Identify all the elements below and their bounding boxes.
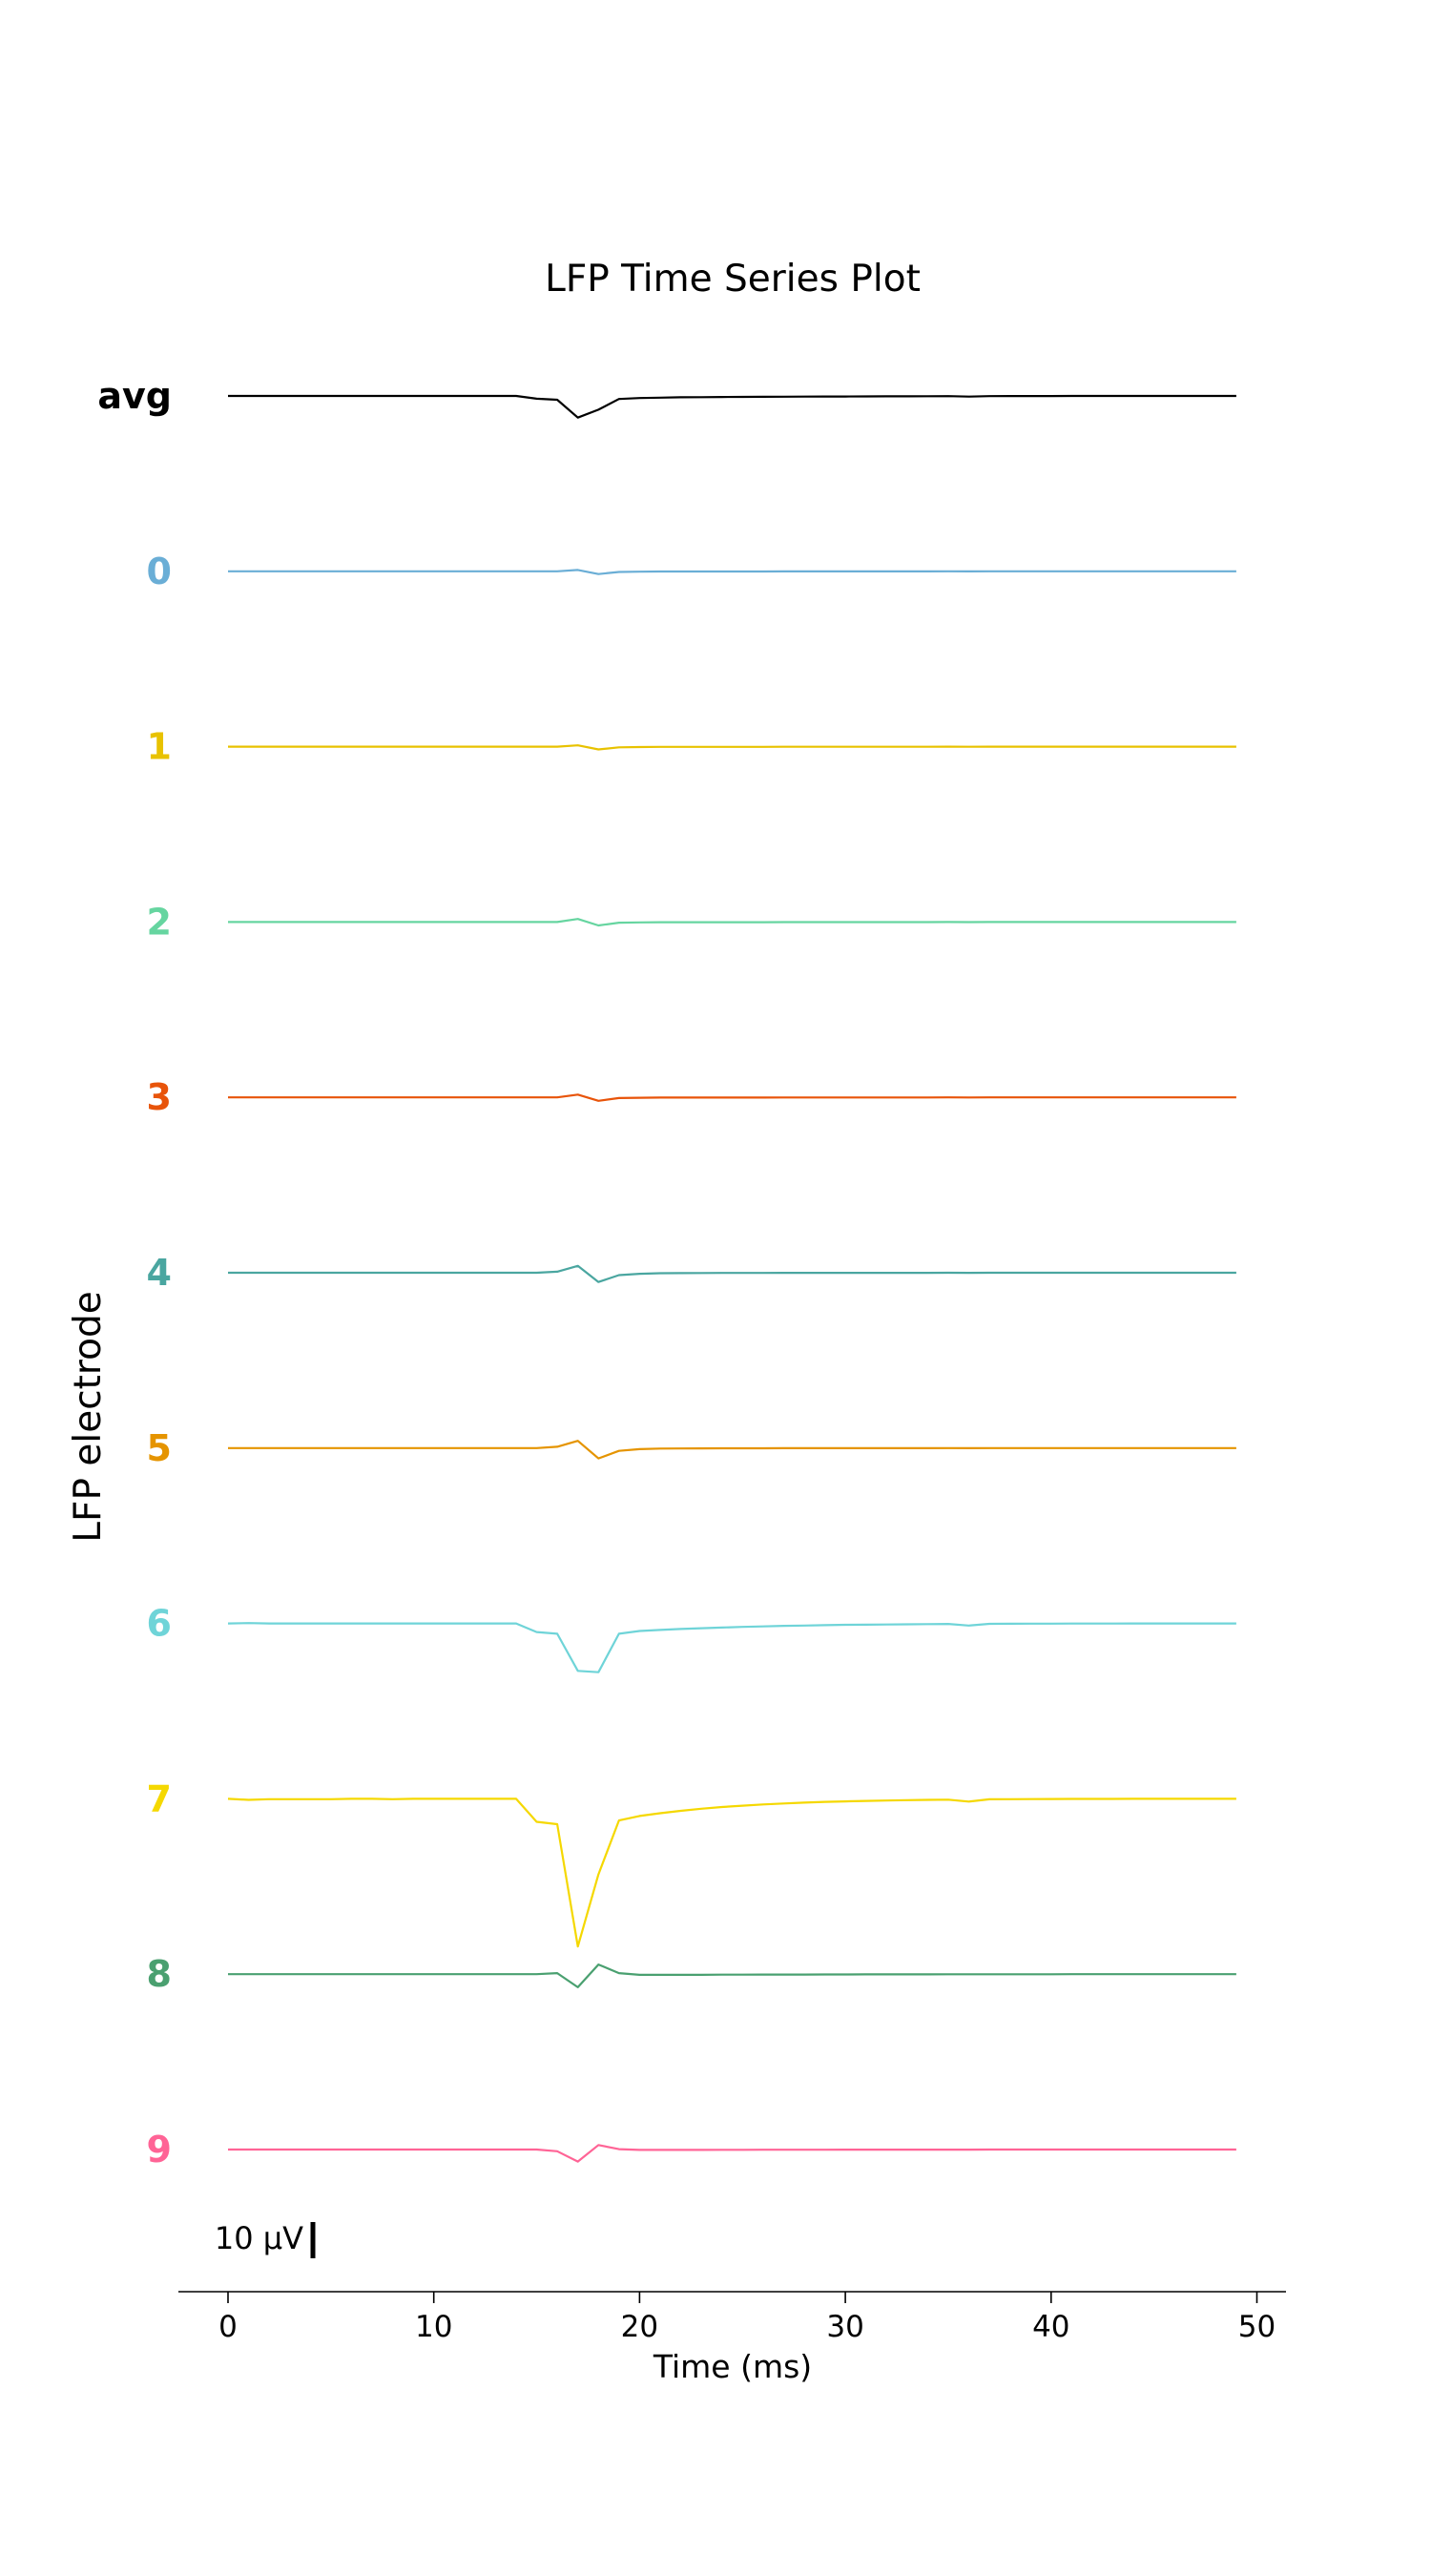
trace-line-0 [228,569,1236,575]
x-tick-label: 40 [1032,2310,1069,2344]
trace-label-9: 9 [147,2129,172,2171]
trace-line-4 [228,1264,1236,1283]
trace-line-6 [227,1622,1236,1673]
trace-line-7 [227,1797,1236,1948]
trace-line-5 [228,1440,1236,1460]
trace-label-6: 6 [147,1603,172,1645]
trace-label-7: 7 [147,1777,172,1819]
x-axis-label: Time (ms) [653,2348,812,2385]
scale-bar-label: 10 μV [215,2220,303,2256]
trace-label-3: 3 [147,1076,172,1118]
x-tick-label: 20 [621,2310,658,2344]
x-ticks: 0 10 20 30 40 50 [218,2292,1275,2344]
trace-label-0: 0 [147,551,172,592]
x-tick-label: 30 [826,2310,863,2344]
trace-label-1: 1 [147,726,172,768]
trace-label-2: 2 [147,901,172,943]
trace-line-9 [228,2144,1236,2163]
trace-label-4: 4 [147,1252,172,1294]
trace-label-8: 8 [147,1953,172,1995]
scale-bar: 10 μV [215,2220,316,2258]
trace-line-8 [228,1963,1236,1988]
trace-label-avg: avg [97,375,172,417]
trace-line-2 [228,918,1236,927]
x-tick-label: 50 [1238,2310,1275,2344]
y-axis-label: LFP electrode [67,1291,110,1542]
traces-group: avg 0 1 2 3 4 5 6 7 8 9 [97,375,1236,2171]
x-tick-label: 10 [415,2310,452,2344]
trace-line-avg [228,394,1236,419]
trace-line-1 [228,744,1236,751]
chart-title: LFP Time Series Plot [545,258,921,301]
trace-line-3 [228,1093,1236,1102]
trace-label-5: 5 [147,1427,172,1469]
x-tick-label: 0 [218,2310,238,2344]
